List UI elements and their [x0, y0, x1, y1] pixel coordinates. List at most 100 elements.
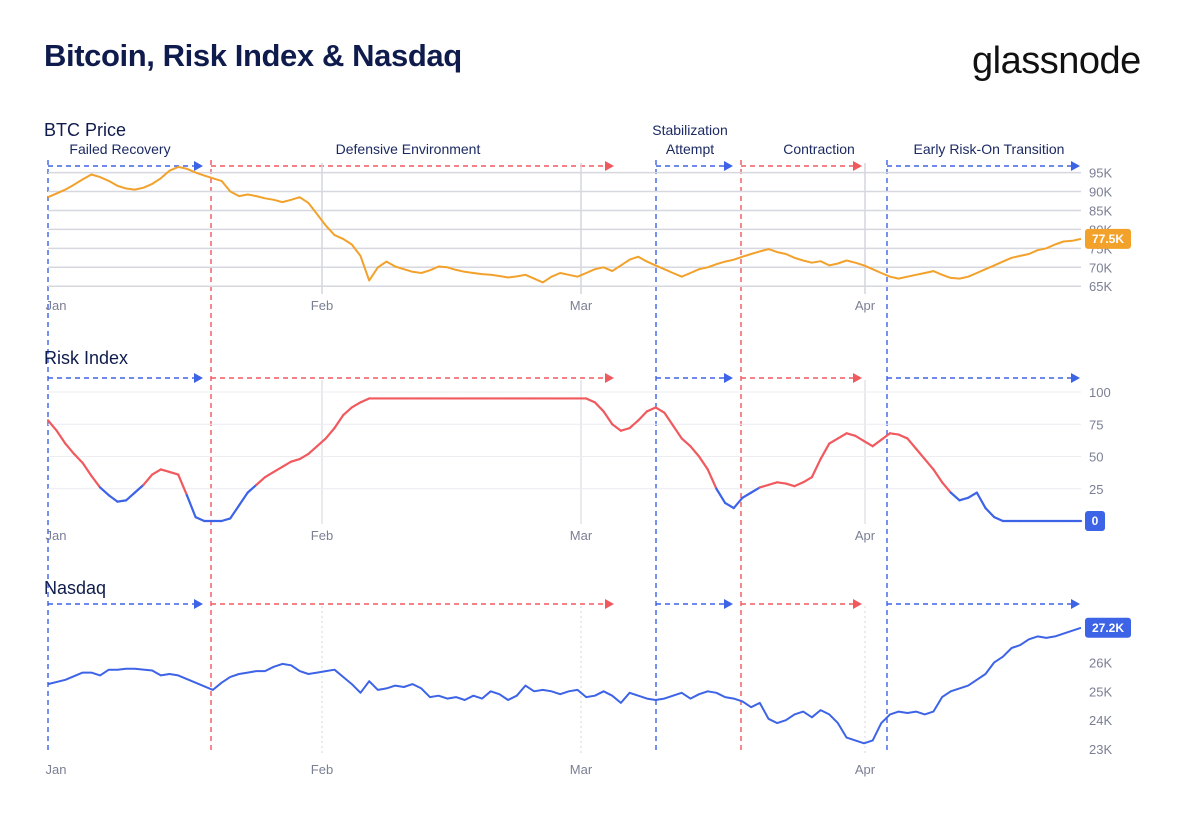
x-tick-label: Apr: [855, 298, 876, 313]
risk-index-segment: [828, 437, 840, 445]
risk-index-segment: [663, 411, 675, 427]
phase-arrow-head: [194, 599, 203, 609]
y-tick-label: 100: [1089, 385, 1111, 400]
risk-index-segment: [585, 397, 596, 404]
risk-index-segment: [159, 468, 171, 474]
phase-arrow-head: [724, 599, 733, 609]
risk-index-segment: [46, 419, 58, 432]
last-value-badge: [1085, 228, 1131, 249]
x-tick-label: Jan: [46, 528, 67, 543]
y-tick-label: 25K: [1089, 684, 1112, 699]
risk-index-segment: [880, 432, 892, 441]
phase-arrow-head: [1071, 373, 1080, 383]
risk-index-segment: [689, 445, 701, 458]
risk-index-segment: [611, 423, 623, 432]
risk-index-segment: [715, 487, 727, 505]
risk-index-segment: [932, 468, 944, 484]
risk-index-segment: [107, 494, 119, 503]
risk-index-segment: [125, 491, 136, 502]
risk-index-segment: [871, 438, 883, 448]
y-tick-label: 65K: [1089, 279, 1112, 294]
phase-label: Contraction: [783, 141, 855, 157]
risk-index-segment: [619, 427, 631, 432]
y-tick-label: 25: [1089, 482, 1103, 497]
y-tick-label: 50: [1089, 450, 1103, 465]
phase-arrow-head: [194, 161, 203, 171]
risk-index-segment: [237, 491, 249, 507]
risk-index-segment: [298, 452, 310, 461]
risk-index-segment: [333, 414, 345, 430]
x-tick-label: Feb: [311, 762, 333, 777]
risk-index-segment: [116, 499, 128, 503]
risk-index-segment: [342, 406, 353, 417]
risk-index-segment: [836, 432, 848, 440]
y-tick-label: 24K: [1089, 713, 1112, 728]
risk-index-segment: [81, 461, 93, 477]
risk-index-segment: [90, 474, 102, 489]
phase-arrow-head: [1071, 161, 1080, 171]
y-tick-label: 70K: [1089, 260, 1112, 275]
x-tick-label: Mar: [570, 762, 593, 777]
last-value-badge: [1085, 511, 1105, 531]
risk-index-segment: [784, 482, 796, 488]
risk-index-segment: [958, 496, 970, 502]
last-value-label: 27.2K: [1092, 621, 1124, 635]
phase-arrow-head: [605, 599, 614, 609]
risk-index-segment: [923, 457, 935, 471]
phase-arrow-head: [853, 373, 862, 383]
risk-index-segment: [767, 481, 779, 486]
risk-index-segment: [897, 433, 909, 440]
phase-arrow-head: [1071, 599, 1080, 609]
phase-label: Early Risk-On Transition: [914, 141, 1065, 157]
risk-index-segment: [168, 470, 180, 476]
panel-title: Nasdaq: [44, 578, 106, 598]
x-tick-label: Mar: [570, 528, 593, 543]
x-tick-label: Jan: [46, 298, 67, 313]
risk-index-segment: [706, 468, 718, 490]
y-tick-label: 90K: [1089, 185, 1112, 200]
phase-arrow-head: [605, 373, 614, 383]
brand-logo: glassnode: [972, 40, 1141, 82]
x-tick-label: Mar: [570, 298, 593, 313]
risk-index-segment: [194, 516, 206, 523]
risk-index-segment: [98, 486, 110, 497]
risk-index-segment: [272, 465, 284, 474]
x-tick-label: Apr: [855, 528, 876, 543]
risk-index-segment: [151, 468, 162, 476]
page-title: Bitcoin, Risk Index & Nasdaq: [44, 38, 462, 73]
risk-index-segment: [993, 516, 1004, 523]
risk-index-segment: [177, 473, 188, 497]
risk-index-segment: [55, 429, 67, 445]
x-tick-label: Jan: [46, 762, 67, 777]
risk-index-segment: [64, 442, 76, 456]
risk-index-segment: [845, 432, 857, 437]
phase-arrow-head: [853, 599, 862, 609]
risk-index-segment: [906, 437, 918, 450]
risk-index-segment: [949, 491, 961, 502]
risk-index-segment: [741, 491, 753, 499]
x-tick-label: Feb: [311, 298, 333, 313]
risk-index-segment: [810, 457, 822, 479]
risk-index-segment: [350, 401, 362, 409]
last-value-label: 77.5K: [1092, 232, 1124, 246]
y-tick-label: 26K: [1089, 655, 1112, 670]
y-tick-label: 95K: [1089, 166, 1112, 181]
risk-index-segment: [637, 410, 649, 422]
x-tick-label: Feb: [311, 528, 333, 543]
phase-label: Failed Recovery: [69, 141, 170, 157]
risk-index-segment: [732, 496, 744, 510]
panel-title: BTC Price: [44, 120, 126, 140]
phase-label: Defensive Environment: [336, 141, 481, 157]
risk-index-segment: [281, 460, 293, 468]
risk-index-segment: [289, 457, 301, 463]
phase-label-line1: Stabilization: [652, 122, 728, 138]
risk-index-segment: [776, 481, 787, 485]
y-tick-label: 23K: [1089, 742, 1112, 757]
risk-index-segment: [654, 406, 666, 414]
phase-arrow-head: [724, 161, 733, 171]
risk-index-segment: [324, 427, 336, 440]
risk-index-segment: [133, 483, 145, 494]
risk-index-segment: [750, 486, 761, 494]
risk-index-segment: [229, 504, 241, 520]
